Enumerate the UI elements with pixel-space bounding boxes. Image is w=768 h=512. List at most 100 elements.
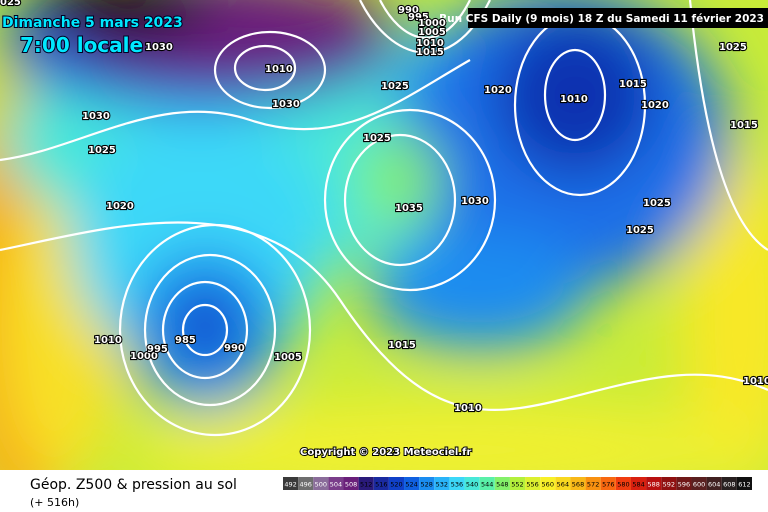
legend-swatch: [555, 477, 571, 490]
legend-label: 548: [496, 481, 508, 489]
legend-swatch: [313, 477, 329, 490]
isobar-label: 1000: [418, 18, 446, 29]
isobar-label: 1020: [106, 201, 134, 212]
isobar-label: 1020: [641, 100, 669, 111]
legend-label: 552: [511, 481, 523, 489]
isobar-label: 995: [147, 344, 168, 355]
isobar-label: 985: [175, 335, 196, 346]
isobar-label: 1015: [730, 120, 758, 131]
legend-label: 592: [663, 481, 675, 489]
legend-label: 540: [466, 481, 478, 489]
legend-swatch: [600, 477, 616, 490]
copyright: Copyright © 2023 Meteociel.fr: [300, 447, 471, 458]
legend-swatch: [676, 477, 692, 490]
isobar-label: 1010: [265, 64, 293, 75]
isobar-label: 1025: [381, 81, 409, 92]
legend-label: 524: [405, 481, 417, 489]
isobar-label: 1015: [388, 340, 416, 351]
legend-swatch: [343, 477, 359, 490]
isobar-label: 1025: [88, 145, 116, 156]
legend-swatch: [404, 477, 420, 490]
legend-label: 580: [617, 481, 629, 489]
isobar-label: 995: [408, 12, 429, 23]
legend-label: 496: [299, 481, 311, 489]
legend-label: 536: [451, 481, 463, 489]
legend-swatch: [373, 477, 389, 490]
isobar-label: 1025: [363, 133, 391, 144]
legend-swatch: [449, 477, 465, 490]
legend-swatch: [706, 477, 722, 490]
legend-label: 560: [542, 481, 554, 489]
legend-swatch: [509, 477, 526, 490]
legend-swatch: [388, 477, 405, 490]
legend-label: 508: [345, 481, 357, 489]
legend-swatch: [298, 477, 314, 490]
legend-swatch: [721, 477, 737, 490]
legend-swatch: [540, 477, 556, 490]
legend-label: 572: [587, 481, 599, 489]
time: 7:00 locale: [20, 33, 143, 57]
isobar-label: 1030: [82, 111, 110, 122]
legend-swatch: [479, 477, 495, 490]
isobar-label: 1010: [743, 376, 768, 387]
isobar-label: 025: [0, 0, 21, 8]
isobar-label: 1010: [94, 335, 122, 346]
isobar-label: 1000: [130, 351, 158, 362]
legend-label: 520: [390, 481, 402, 489]
legend-swatch: [434, 477, 450, 490]
legend-label: 588: [647, 481, 659, 489]
isobar-label: 990: [224, 343, 245, 354]
run-info: Run CFS Daily (9 mois) 18 Z du Samedi 11…: [439, 13, 764, 25]
legend-swatch: [630, 477, 647, 490]
isobar-label: 1015: [619, 79, 647, 90]
legend-swatch: [358, 477, 374, 490]
legend-swatch: [736, 477, 752, 490]
legend-label: 504: [330, 481, 342, 489]
legend-label: 492: [284, 481, 296, 489]
legend-swatch: [283, 477, 299, 490]
legend-swatch: [570, 477, 586, 490]
legend-swatch: [691, 477, 707, 490]
legend-label: 528: [421, 481, 433, 489]
legend-swatch: [585, 477, 601, 490]
legend-label: 512: [360, 481, 372, 489]
isobar-label: 1035: [395, 203, 423, 214]
date: Dimanche 5 mars 2023: [2, 15, 183, 31]
footer-lead: (+ 516h): [30, 496, 79, 509]
legend-label: 604: [708, 481, 720, 489]
legend-swatch: [615, 477, 631, 490]
isobar-label: 1015: [416, 47, 444, 58]
legend-label: 608: [723, 481, 735, 489]
legend-swatch: [661, 477, 677, 490]
isobar-label: 1020: [484, 85, 512, 96]
isobars: [0, 0, 768, 437]
run-box: [468, 8, 768, 28]
isobar-label: 1030: [461, 196, 489, 207]
isobar-label: 1025: [719, 42, 747, 53]
legend-label: 556: [526, 481, 538, 489]
legend-label: 600: [693, 481, 705, 489]
legend-label: 576: [602, 481, 614, 489]
isobar-label: 1010: [416, 38, 444, 49]
isobar-label: 1025: [643, 198, 671, 209]
legend-label: 612: [738, 481, 750, 489]
isobar-label: 1005: [274, 352, 302, 363]
legend-swatch: [525, 477, 541, 490]
legend-swatch: [646, 477, 662, 490]
isobar-label: 1010: [560, 94, 588, 105]
footer-title: Géop. Z500 & pression au sol: [30, 477, 237, 493]
legend-label: 596: [678, 481, 690, 489]
isobar-labels: 0251030101010309909951000100510101015102…: [0, 0, 768, 415]
isobar-label: 1025: [626, 225, 654, 236]
legend-swatch: [419, 477, 435, 490]
isobar-label: 1030: [272, 99, 300, 110]
isobar-label: 990: [398, 5, 419, 16]
legend-label: 564: [557, 481, 569, 489]
isobar-label: 1030: [145, 42, 173, 53]
legend-label: 532: [436, 481, 448, 489]
legend-label: 568: [572, 481, 584, 489]
legend-label: 516: [375, 481, 387, 489]
legend-label: 584: [632, 481, 644, 489]
